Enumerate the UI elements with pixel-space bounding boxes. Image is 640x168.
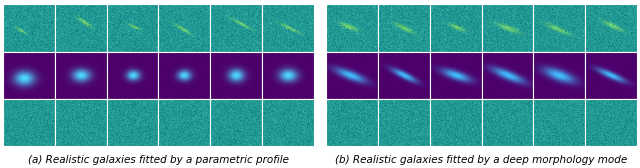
Text: (a) Realistic galaxies fitted by a parametric profile: (a) Realistic galaxies fitted by a param… (28, 155, 289, 165)
Text: (b) Realistic galaxies fitted by a deep morphology mode: (b) Realistic galaxies fitted by a deep … (335, 155, 628, 165)
